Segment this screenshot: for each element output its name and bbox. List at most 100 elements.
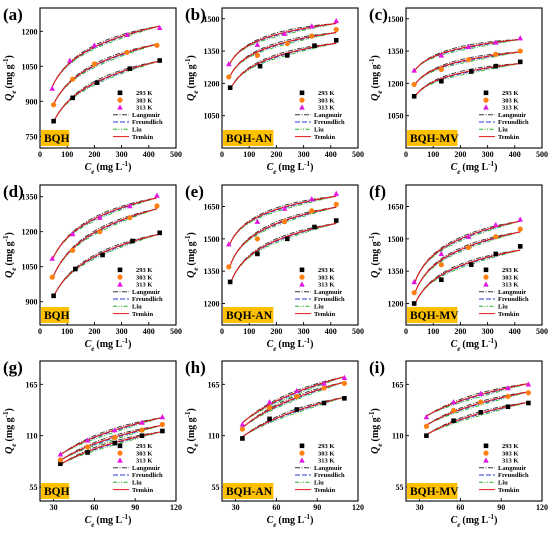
y-label-exp: -1 xyxy=(2,58,10,64)
x-tick-label: 90 xyxy=(497,503,505,512)
x-tick-label: 30 xyxy=(50,503,58,512)
x-label-unit: (mg L xyxy=(278,339,304,350)
data-point xyxy=(333,26,339,33)
legend-label: Langmuir xyxy=(132,289,160,296)
plot-frame xyxy=(39,360,177,502)
x-label-main: C xyxy=(451,339,458,350)
legend-label: Freundlich xyxy=(314,472,345,479)
legend-label: 293 K xyxy=(502,267,518,274)
x-tick-label: 120 xyxy=(352,503,364,512)
y-label-exp: -1 xyxy=(184,58,192,64)
x-label-main: C xyxy=(451,162,458,173)
y-label-main: Q xyxy=(4,94,15,101)
fit-curve-liu xyxy=(413,249,521,307)
x-axis-label: Ce (mg L-1) xyxy=(85,337,132,353)
y-tick-label: 1200 xyxy=(22,228,38,237)
fit-curve-temkin xyxy=(413,249,521,307)
legend-label: Freundlich xyxy=(498,472,529,479)
plot-frame xyxy=(405,184,543,326)
sample-label: BQH-AN xyxy=(226,133,273,145)
panel-title: (a) xyxy=(3,5,23,24)
data-point xyxy=(239,426,245,432)
data-point xyxy=(227,279,233,285)
y-axis-label: Qe (mg g-1) xyxy=(368,232,384,278)
data-point xyxy=(517,216,524,222)
data-point xyxy=(57,457,64,463)
data-point xyxy=(493,234,499,240)
fit-curve-liu xyxy=(60,417,163,456)
legend-marker xyxy=(299,104,305,110)
x-label-main: C xyxy=(267,515,274,526)
fit-curve-temkin xyxy=(242,396,345,438)
data-point xyxy=(58,461,63,466)
data-point xyxy=(91,42,98,48)
x-tick-label: 500 xyxy=(352,150,364,159)
x-label-close: ) xyxy=(494,515,497,526)
x-tick-label: 90 xyxy=(131,503,139,512)
data-point xyxy=(70,95,75,101)
y-tick-label: 1350 xyxy=(388,267,404,276)
fit-curve-langmuir xyxy=(53,233,160,297)
x-axis-label: Ce (mg L-1) xyxy=(85,160,132,176)
x-axis-label: Ce (mg L-1) xyxy=(451,513,498,529)
legend-label: 303 K xyxy=(136,450,152,457)
fit-curve-liu xyxy=(413,220,521,285)
data-point xyxy=(423,414,430,420)
data-point xyxy=(227,85,233,90)
y-tick-label: 1050 xyxy=(388,112,404,121)
legend-label: Temkin xyxy=(132,134,153,141)
y-label-sub: e xyxy=(192,268,200,271)
fit-curve-liu xyxy=(426,401,529,436)
legend-label: 303 K xyxy=(318,97,334,104)
x-label-unit: (mg L xyxy=(278,515,304,526)
legend-label: 293 K xyxy=(136,443,152,450)
data-point xyxy=(160,428,165,434)
data-point xyxy=(309,208,315,214)
fit-curve-temkin xyxy=(228,22,337,66)
data-point xyxy=(127,215,133,221)
x-tick-label: 500 xyxy=(352,327,364,336)
legend-label: 313 K xyxy=(318,105,334,112)
legend-marker xyxy=(299,457,305,463)
y-label-main: Q xyxy=(370,271,381,278)
legend-label: 303 K xyxy=(502,97,518,104)
sample-label-box xyxy=(407,483,458,499)
fit-curve-liu xyxy=(60,424,163,461)
data-point xyxy=(226,61,232,67)
x-label-exp: -1 xyxy=(304,337,310,345)
fit-curve-langmuir xyxy=(413,231,521,296)
legend-label: Freundlich xyxy=(498,119,529,126)
x-axis-label: Ce (mg L-1) xyxy=(267,513,314,529)
data-point xyxy=(284,40,290,47)
x-label-exp: -1 xyxy=(122,513,128,521)
y-tick-label: 1650 xyxy=(388,203,404,212)
data-point xyxy=(525,381,532,387)
fit-curve-liu xyxy=(51,208,158,280)
x-tick-label: 300 xyxy=(116,327,128,336)
legend-marker xyxy=(117,274,123,280)
legend-label: 293 K xyxy=(136,267,152,274)
legend-label: 303 K xyxy=(502,450,518,457)
fit-curve-langmuir xyxy=(426,391,529,426)
y-axis-label: Qe (mg g-1) xyxy=(2,408,18,454)
y-label-main: Q xyxy=(4,271,15,278)
data-point xyxy=(284,236,290,242)
legend-marker xyxy=(117,457,123,463)
y-tick-label: 55 xyxy=(30,483,38,492)
x-tick-label: 0 xyxy=(220,327,224,336)
data-point xyxy=(468,69,474,74)
x-tick-label: 300 xyxy=(482,150,494,159)
legend-marker xyxy=(483,97,489,103)
data-point xyxy=(267,405,273,411)
x-label-unit: (mg L xyxy=(278,162,304,173)
y-axis-label: Qe (mg g-1) xyxy=(368,408,384,454)
legend-label: Temkin xyxy=(498,134,519,141)
x-tick-label: 200 xyxy=(270,327,282,336)
x-label-close: ) xyxy=(494,339,497,350)
data-point xyxy=(451,407,457,414)
data-point xyxy=(157,230,162,236)
fit-curve-temkin xyxy=(228,195,337,247)
data-point xyxy=(239,421,246,427)
fit-curve-freundlich xyxy=(228,32,337,79)
